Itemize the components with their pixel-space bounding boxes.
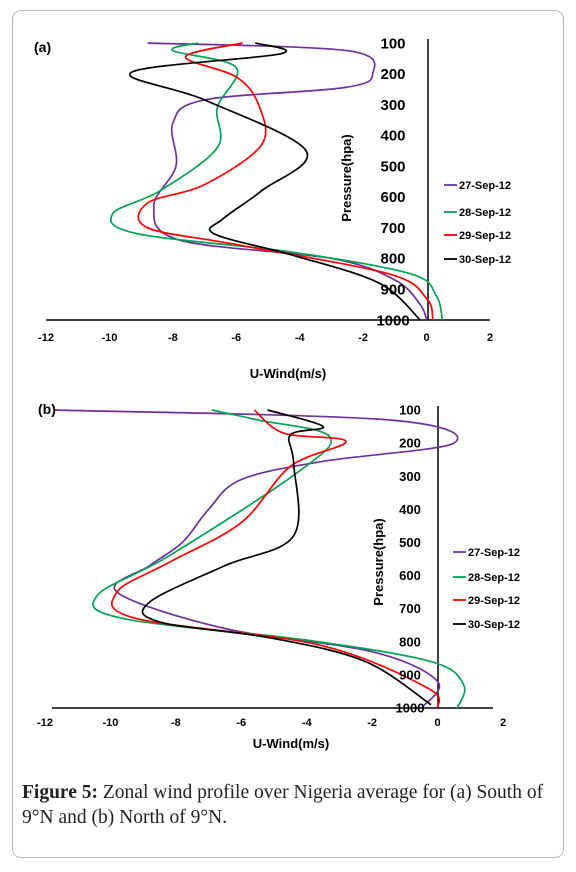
chart-svg: (a) -12 -10 -8 -6 -4 -2 0 2 100 200 300 400 500 600 700… bbox=[34, 35, 511, 381]
x-tick-label: -8 bbox=[171, 717, 181, 729]
y-tick-label: 700 bbox=[399, 601, 421, 616]
caption-label: Figure 5: bbox=[22, 782, 99, 803]
legend-label: 30-Sep-12 bbox=[459, 254, 511, 266]
y-tick-label: 900 bbox=[380, 281, 405, 298]
series-line-29-Sep-12 bbox=[111, 409, 441, 709]
y-tick-label: 300 bbox=[380, 97, 405, 114]
x-tick-label: -6 bbox=[236, 717, 246, 729]
x-tick-label: -4 bbox=[295, 332, 306, 344]
series-line-30-Sep-12 bbox=[141, 409, 432, 706]
figure-frame bbox=[12, 10, 564, 858]
x-tick-label: 0 bbox=[424, 332, 430, 344]
legend-label: 28-Sep-12 bbox=[459, 207, 511, 219]
legend-label: 27-Sep-12 bbox=[459, 180, 511, 192]
series-line-29-Sep-12 bbox=[137, 42, 434, 321]
y-tick-label: 300 bbox=[399, 469, 421, 484]
series-line-27-Sep-12 bbox=[147, 42, 428, 321]
y-tick-label: 500 bbox=[380, 158, 405, 175]
y-axis-title: Pressure(hpa) bbox=[339, 134, 354, 221]
y-tick-label: 900 bbox=[399, 667, 421, 682]
legend-label: 28-Sep-12 bbox=[468, 572, 520, 584]
chart-panel-b: (b) -12 -10 -8 -6 -4 -2 0 2 100 200 300 400 500 600 700… bbox=[0, 392, 576, 760]
legend-label: 30-Sep-12 bbox=[468, 619, 520, 631]
x-axis-title: U-Wind(m/s) bbox=[250, 366, 326, 381]
figure-caption: Figure 5: Zonal wind profile over Nigeri… bbox=[22, 780, 560, 830]
x-tick-label: -10 bbox=[102, 717, 118, 729]
y-tick-label: 200 bbox=[399, 436, 421, 451]
y-tick-label: 700 bbox=[380, 220, 405, 237]
y-tick-label: 1000 bbox=[396, 701, 425, 716]
legend-label: 29-Sep-12 bbox=[459, 230, 511, 242]
y-tick-label: 400 bbox=[399, 502, 421, 517]
x-tick-label: -6 bbox=[231, 332, 241, 344]
x-tick-label: 2 bbox=[500, 717, 506, 729]
y-tick-label: 800 bbox=[399, 634, 421, 649]
x-tick-label: -10 bbox=[101, 332, 117, 344]
panel-label: (a) bbox=[34, 39, 51, 55]
legend-label: 27-Sep-12 bbox=[468, 547, 520, 559]
y-tick-label: 400 bbox=[380, 128, 405, 145]
chart-svg: (b) -12 -10 -8 -6 -4 -2 0 2 100 200 300 400 500 600 700… bbox=[37, 401, 520, 751]
y-tick-label: 800 bbox=[380, 251, 405, 268]
x-tick-label: -12 bbox=[38, 332, 54, 344]
y-axis-title: Pressure(hpa) bbox=[371, 518, 386, 605]
y-tick-label: 200 bbox=[380, 66, 405, 83]
chart-panel-a: (a) -12 -10 -8 -6 -4 -2 0 2 100 200 300 400 500 600 700… bbox=[0, 28, 576, 388]
x-tick-label: 0 bbox=[435, 717, 441, 729]
series-line-27-Sep-12 bbox=[54, 409, 459, 709]
caption-text: Zonal wind profile over Nigeria average … bbox=[22, 782, 544, 828]
x-axis-title: U-Wind(m/s) bbox=[253, 736, 329, 751]
y-tick-label: 1000 bbox=[376, 312, 409, 329]
x-tick-label: 2 bbox=[487, 332, 493, 344]
x-tick-label: -4 bbox=[302, 717, 313, 729]
y-tick-label: 100 bbox=[399, 403, 421, 418]
series-line-28-Sep-12 bbox=[92, 409, 466, 709]
x-tick-label: -2 bbox=[358, 332, 368, 344]
x-tick-label: -12 bbox=[37, 717, 53, 729]
x-tick-label: -2 bbox=[367, 717, 377, 729]
series-line-28-Sep-12 bbox=[109, 42, 444, 321]
x-tick-label: -8 bbox=[168, 332, 178, 344]
series-line-30-Sep-12 bbox=[128, 42, 421, 321]
y-tick-label: 100 bbox=[380, 35, 405, 52]
y-tick-label: 500 bbox=[399, 535, 421, 550]
y-tick-label: 600 bbox=[380, 189, 405, 206]
legend-label: 29-Sep-12 bbox=[468, 595, 520, 607]
panel-label: (b) bbox=[38, 401, 56, 417]
y-tick-label: 600 bbox=[399, 568, 421, 583]
